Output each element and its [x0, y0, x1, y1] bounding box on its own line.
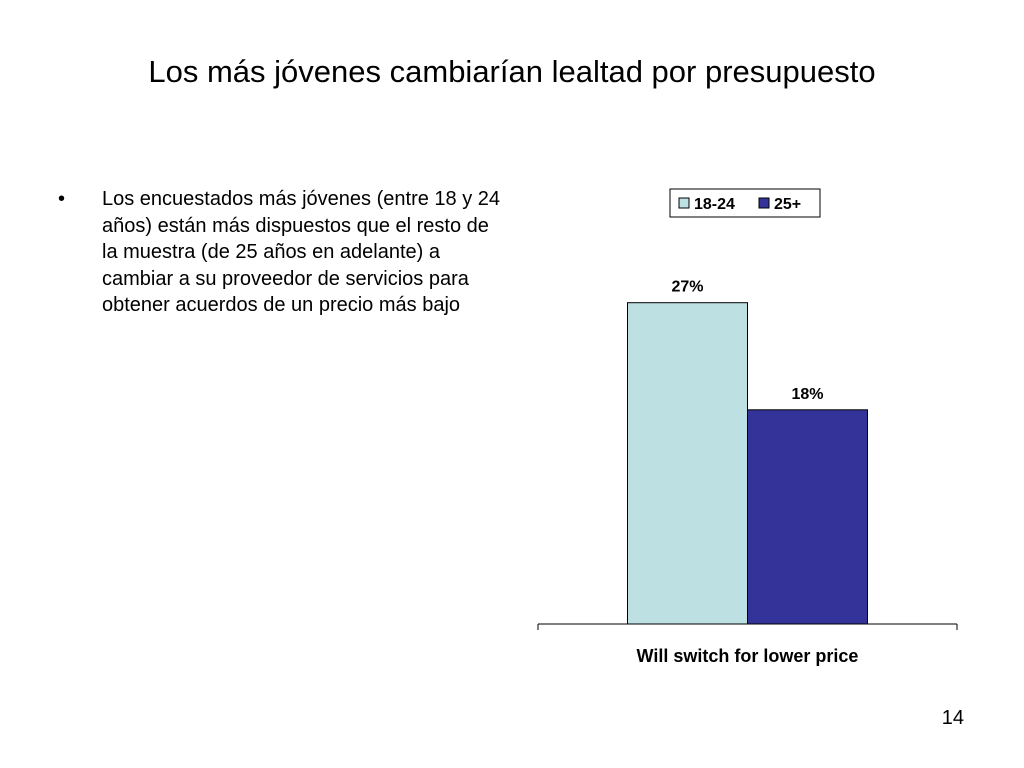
- bullet-item: • Los encuestados más jóvenes (entre 18 …: [58, 186, 508, 319]
- legend-label: 25+: [774, 196, 801, 213]
- page-number: 14: [941, 707, 964, 729]
- category-label: Will switch for lower price: [637, 646, 859, 666]
- bullet-marker: •: [58, 188, 66, 210]
- slide-title: Los más jóvenes cambiarían lealtad por p…: [148, 54, 876, 89]
- data-label: 27%: [671, 279, 703, 296]
- legend-box: [669, 188, 821, 218]
- bar-chart: 27% 18% Will switch for lower price 18-24 25…: [537, 188, 958, 666]
- legend-swatch-18-24: [678, 197, 690, 209]
- bar-25+: [747, 409, 868, 625]
- legend-label: 18-24: [694, 196, 735, 213]
- bar-18-24: [627, 302, 748, 625]
- data-label: 18%: [791, 386, 823, 403]
- legend-swatch-25+: [758, 197, 770, 209]
- bullet-list: • Los encuestados más jóvenes (entre 18 …: [58, 186, 508, 319]
- bullet-text: Los encuestados más jóvenes (entre 18 y …: [102, 188, 501, 316]
